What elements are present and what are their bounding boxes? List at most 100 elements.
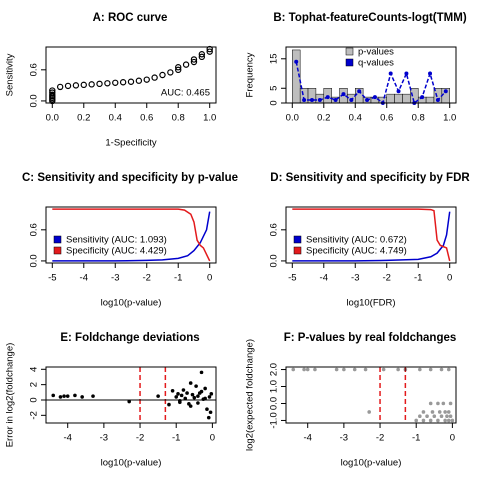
point <box>425 414 429 419</box>
series-line <box>52 211 211 262</box>
point <box>190 392 195 397</box>
point <box>198 53 206 61</box>
point <box>175 64 182 71</box>
point <box>127 78 135 85</box>
legend-swatch <box>345 47 354 56</box>
point <box>207 395 212 399</box>
y-tick-label: 2 <box>29 382 40 387</box>
plot-frame <box>285 206 457 264</box>
point <box>294 59 299 64</box>
point <box>143 76 150 83</box>
x-tick-label: 0.4 <box>349 113 362 124</box>
y-tick-label: 0.0 <box>29 94 40 107</box>
y-tick-label: 0 <box>29 397 40 402</box>
point <box>196 401 200 405</box>
point <box>317 98 322 103</box>
x-tick-label: 0.8 <box>412 113 425 124</box>
legend-swatch <box>293 246 302 255</box>
point <box>179 393 184 398</box>
x-tick-label: -1 <box>414 273 422 284</box>
point <box>437 410 442 414</box>
y-tick-label: 0.6 <box>269 223 280 236</box>
y-axis-label: log2(expected foldchange) <box>245 339 256 451</box>
point <box>104 80 111 87</box>
point <box>73 393 77 398</box>
x-tick-label: -1 <box>412 433 420 444</box>
y-axis-label: Error in log2(foldchange) <box>5 343 16 448</box>
legend-label: Sensitivity (AUC: 1.093) <box>66 235 167 246</box>
point <box>367 410 371 414</box>
x-tick-label: 0.0 <box>46 113 59 124</box>
x-tick-label: -2 <box>143 273 151 284</box>
legend-swatch <box>293 235 302 244</box>
x-tick-label: -3 <box>351 273 359 284</box>
point <box>305 367 310 372</box>
panel-title: D: Sensitivity and specificity by FDR <box>270 172 470 184</box>
point <box>206 45 213 53</box>
x-tick-label: 0 <box>447 273 452 284</box>
point <box>341 92 346 97</box>
x-tick-label: -4 <box>80 273 88 284</box>
legend-swatch <box>53 246 62 255</box>
point <box>182 61 190 68</box>
point <box>448 414 453 419</box>
plot-frame <box>285 46 457 104</box>
x-axis-label: log10(p-value) <box>341 458 402 469</box>
point <box>49 89 56 96</box>
point <box>127 399 131 404</box>
y-tick-label: 0.0 <box>269 254 280 267</box>
plot-frame <box>45 206 217 264</box>
x-tick-label: -2 <box>376 433 384 444</box>
bar <box>394 93 403 104</box>
point <box>439 367 444 372</box>
y-axis-label: Frequency <box>245 52 256 97</box>
x-tick-label: 1.0 <box>443 113 456 124</box>
point <box>428 418 433 423</box>
x-axis-label: log10(p-value) <box>101 298 162 309</box>
point <box>432 414 437 419</box>
x-tick-label: -2 <box>383 273 391 284</box>
point <box>65 394 70 398</box>
legend-label: Specificity (AUC: 4.749) <box>306 246 407 257</box>
point <box>62 394 66 398</box>
point <box>428 401 433 406</box>
y-tick-label: 1.0 <box>269 380 280 393</box>
point <box>64 82 72 90</box>
point <box>194 384 198 388</box>
point <box>167 69 174 76</box>
point <box>190 58 198 66</box>
x-tick-label: 0.2 <box>317 113 330 124</box>
plot-frame <box>45 366 217 424</box>
point <box>381 367 386 372</box>
point <box>159 71 166 79</box>
point <box>445 414 449 419</box>
point <box>199 370 204 375</box>
point <box>190 56 198 63</box>
x-tick-label: 0.4 <box>109 113 122 124</box>
point <box>72 82 80 89</box>
x-tick-label: 0.2 <box>77 113 90 124</box>
point <box>418 414 422 419</box>
x-axis-label: log10(p-value) <box>101 458 162 469</box>
legend-label: Sensitivity (AUC: 0.672) <box>306 235 407 246</box>
bar <box>402 93 411 104</box>
point <box>441 401 446 406</box>
series-line <box>52 208 211 262</box>
point <box>205 407 209 411</box>
series-line <box>292 208 451 262</box>
point <box>435 98 440 103</box>
x-tick-label: -3 <box>100 433 108 444</box>
point <box>333 98 338 103</box>
point <box>404 71 409 76</box>
point <box>112 79 119 86</box>
point <box>188 404 193 408</box>
point <box>167 402 171 407</box>
x-tick-label: 1.0 <box>203 113 216 124</box>
legend-swatch <box>345 58 354 67</box>
point <box>203 386 207 391</box>
point <box>443 410 447 414</box>
point <box>174 395 179 399</box>
point <box>388 71 393 76</box>
bar <box>386 93 395 104</box>
